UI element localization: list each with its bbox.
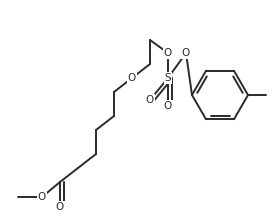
Text: O: O — [38, 192, 46, 202]
Text: S: S — [165, 73, 171, 83]
Text: O: O — [128, 73, 136, 83]
Text: O: O — [164, 101, 172, 111]
Text: O: O — [164, 48, 172, 58]
Text: O: O — [56, 202, 64, 212]
Text: O: O — [182, 48, 190, 58]
Text: O: O — [146, 95, 154, 105]
